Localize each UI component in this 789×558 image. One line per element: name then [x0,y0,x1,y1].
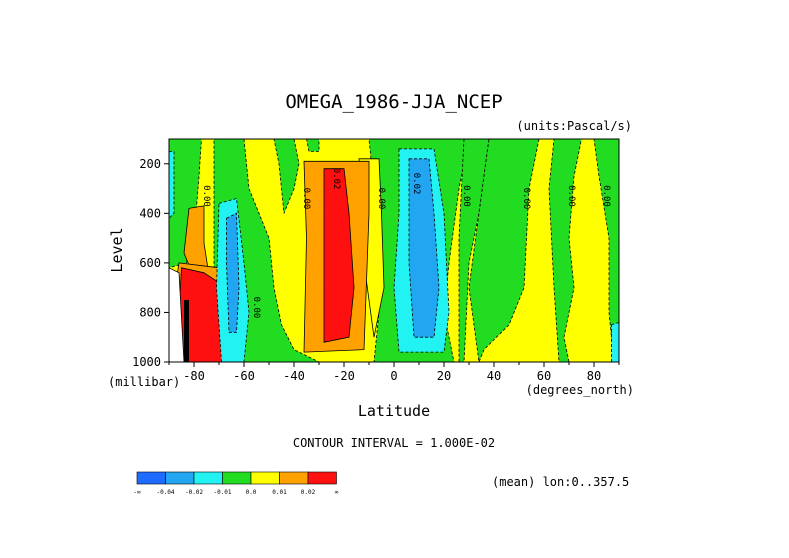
colorbar-swatch [307,471,337,485]
topography-black [184,300,189,362]
contour-region-red-1 [323,168,355,343]
y-axis-units: (millibar) [108,375,180,389]
colorbar-label: 0.01 [272,489,287,496]
contour-region-cyan-3 [169,151,175,219]
colorbar-label: -0.04 [156,489,174,496]
colorbar-swatch [165,471,195,485]
contour-value-label: 0.00 [301,188,311,210]
x-tick-label: -60 [233,369,255,383]
contour-value-label: 0.00 [521,188,531,210]
contour-region-cyan-4 [611,321,619,362]
contour-region-green-4 [306,139,320,152]
footer-mean-text: (mean) lon:0..357.5 [492,475,629,489]
contour-value-label: 0.00 [601,185,611,207]
x-axis-label: Latitude [358,402,430,420]
y-tick-label: 1000 [132,355,161,369]
contour-region-blue-1 [226,212,240,333]
colorbar-swatch [250,471,280,485]
colorbar-label: 0.0 [246,489,257,496]
colorbar-swatch [279,471,309,485]
colorbar-label: 0.02 [301,489,316,496]
units-note: (units:Pascal/s) [516,119,632,133]
contour-value-label: 0.00 [376,188,386,210]
contour-value-label: 0.00 [461,185,471,207]
topography-white [169,267,185,362]
chart-title: OMEGA_1986-JJA_NCEP [285,91,502,113]
contour-value-label: 0.00 [566,185,576,207]
colorbar-swatch [222,471,252,485]
x-tick-label: 80 [587,369,601,383]
x-axis-units: (degrees_north) [526,383,634,397]
y-tick-label: 200 [139,157,161,171]
contour-value-label: 0.02 [331,168,341,190]
y-tick-label: 800 [139,305,161,319]
contour-value-label: 0.02 [411,173,421,195]
colorbar-label: -0.01 [213,489,231,496]
x-tick-label: 40 [487,369,501,383]
y-tick-label: 600 [139,256,161,270]
colorbar-swatch [136,471,166,485]
contour-region-green-8 [548,139,582,362]
x-tick-label: 60 [537,369,551,383]
y-axis: 200 400 600 800 1000 [132,157,169,369]
colorbar-swatch [193,471,223,485]
x-tick-label: -20 [333,369,355,383]
y-axis-label: Level [108,227,126,272]
x-axis: -80 -60 -40 -20 0 20 40 60 80 [168,362,620,383]
x-tick-label: -80 [183,369,205,383]
contour-value-label: 0.00 [251,297,261,319]
colorbar-label: ∞ [335,489,339,496]
contour-interval-text: CONTOUR INTERVAL = 1.000E-02 [293,436,495,450]
contour-region-green-3 [273,139,300,214]
contour-plot-area: 0.00 0.00 0.02 0.00 0.02 0.00 0.00 0.00 0.00 0.00 [169,139,619,362]
y-tick-label: 400 [139,206,161,220]
contour-region-blue-2 [408,158,440,338]
contour-value-label: 0.00 [201,185,211,207]
x-tick-label: 20 [437,369,451,383]
x-tick-label: -40 [283,369,305,383]
contour-region-green-7 [468,139,540,362]
colorbar-label: -0.02 [185,489,203,496]
colorbar: -∞ -0.04 -0.02 -0.01 0.0 0.01 0.02 ∞ [133,471,339,496]
x-tick-label: 0 [390,369,397,383]
colorbar-label: -∞ [133,489,141,496]
